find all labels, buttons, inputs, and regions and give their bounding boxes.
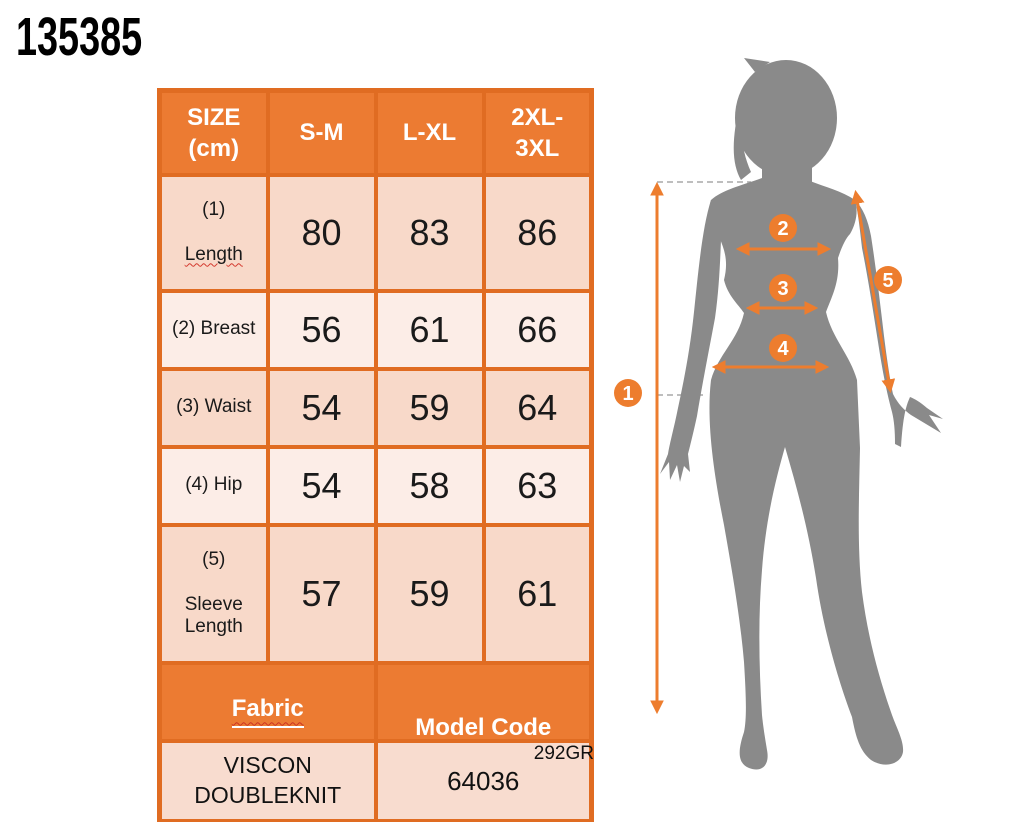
value-waist-lxl: 59 <box>373 366 486 449</box>
product-code: 135385 <box>16 7 143 67</box>
marker-circle <box>614 379 642 407</box>
table-row: (4) Hip 54 58 63 <box>157 444 594 527</box>
hair-spike <box>744 58 770 72</box>
marker-1: 1 <box>614 379 642 407</box>
marker-3: 3 <box>769 274 797 302</box>
head-shape <box>735 60 837 176</box>
table-row: (5) Sleeve Length 57 59 61 <box>157 522 594 665</box>
hair-wisp <box>733 112 751 180</box>
marker-4: 4 <box>769 334 797 362</box>
value-waist-sm: 54 <box>265 366 378 449</box>
marker-circle <box>769 214 797 242</box>
torso-and-legs-shape <box>709 155 904 770</box>
value-hip-sm: 54 <box>265 444 378 527</box>
marker-number: 3 <box>777 278 788 300</box>
table-row: (3) Waist 54 59 64 <box>157 366 594 449</box>
column-header-size: SIZE (cm) <box>157 88 270 177</box>
column-header-lxl: L-XL <box>373 88 486 177</box>
marker-circle <box>769 274 797 302</box>
row-label-text: Hip <box>213 474 243 496</box>
marker-number: 1 <box>622 383 633 405</box>
marker-number: 2 <box>777 218 788 240</box>
value-length-2xl3xl: 86 <box>481 172 594 293</box>
row-label-text: Breast <box>200 318 256 340</box>
model-code-header-label: Model Code <box>415 713 552 741</box>
value-hip-2xl3xl: 63 <box>481 444 594 527</box>
fabric-header-label: Fabric <box>231 693 304 728</box>
model-code-value: 64036 <box>373 738 594 822</box>
row-label-hip: (4) Hip <box>157 444 270 527</box>
measurement-figure: 1 2 3 4 5 <box>610 50 1010 822</box>
row-label-length: (1) Length <box>157 172 270 293</box>
marker-circle <box>874 266 902 294</box>
row-label-number: (1) <box>202 198 226 220</box>
value-breast-2xl3xl: 66 <box>481 288 594 371</box>
row-label-text: Length <box>184 243 243 265</box>
row-label-number: (2) <box>172 318 196 340</box>
marker-number: 4 <box>777 338 789 360</box>
marker-number: 5 <box>882 270 893 292</box>
value-breast-sm: 56 <box>265 288 378 371</box>
fabric-header-row: Fabric Model Code <box>157 660 594 743</box>
value-sleeve-lxl: 59 <box>373 522 486 665</box>
measurement-markers: 1 2 3 4 5 <box>614 214 902 407</box>
right-arm-shape <box>855 200 943 447</box>
value-length-sm: 80 <box>265 172 378 293</box>
model-code-header-cell: Model Code <box>373 660 594 743</box>
row-label-breast: (2) Breast <box>157 288 270 371</box>
value-sleeve-sm: 57 <box>265 522 378 665</box>
value-breast-lxl: 61 <box>373 288 486 371</box>
sleeve-arrow <box>850 189 896 394</box>
row-label-waist: (3) Waist <box>157 366 270 449</box>
fabric-header-cell: Fabric <box>157 660 378 743</box>
left-arm-shape <box>660 200 721 482</box>
fabric-value-row: VISCON DOUBLEKNIT 64036 <box>157 738 594 822</box>
measurement-arrows <box>650 181 896 715</box>
value-waist-2xl3xl: 64 <box>481 366 594 449</box>
marker-2: 2 <box>769 214 797 242</box>
value-sleeve-2xl3xl: 61 <box>481 522 594 665</box>
row-label-number: (4) <box>185 474 209 496</box>
marker-5: 5 <box>874 266 902 294</box>
row-label-text: Waist <box>204 396 252 418</box>
value-hip-lxl: 58 <box>373 444 486 527</box>
body-silhouette <box>660 58 943 770</box>
table-row: (2) Breast 56 61 66 <box>157 288 594 371</box>
measurement-figure-svg: 1 2 3 4 5 <box>614 58 943 770</box>
size-chart-table: SIZE (cm) S-M L-XL 2XL- 3XL (1) Length 8… <box>157 88 594 822</box>
row-label-text: Sleeve Length <box>184 593 243 638</box>
row-label-number: (5) <box>202 548 226 570</box>
column-header-sm: S-M <box>265 88 378 177</box>
row-label-number: (3) <box>176 396 200 418</box>
table-header-row: SIZE (cm) S-M L-XL 2XL- 3XL <box>157 88 594 177</box>
table-row: (1) Length 80 83 86 <box>157 172 594 293</box>
fabric-value: VISCON DOUBLEKNIT <box>157 738 378 822</box>
value-length-lxl: 83 <box>373 172 486 293</box>
marker-circle <box>769 334 797 362</box>
weight-note: 292GR <box>533 743 594 764</box>
row-label-sleeve-length: (5) Sleeve Length <box>157 522 270 665</box>
column-header-2xl3xl: 2XL- 3XL <box>481 88 594 177</box>
